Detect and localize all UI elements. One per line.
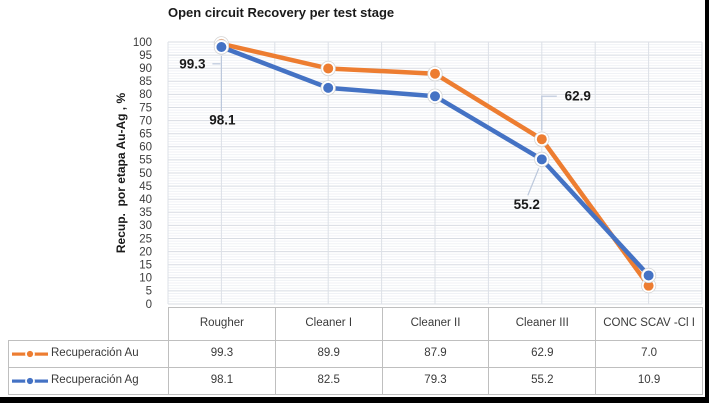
- y-tick-label: 0: [146, 299, 152, 311]
- data-label: 99.3: [179, 56, 206, 71]
- table-header-cell: Rougher: [168, 307, 276, 341]
- y-tick-label: 80: [139, 89, 152, 101]
- table-value-cell: 98.1: [168, 367, 276, 395]
- y-tick-label: 65: [139, 129, 152, 141]
- y-tick-label: 95: [139, 50, 152, 62]
- y-tick-label: 35: [139, 207, 152, 219]
- table-value-cell: 87.9: [381, 340, 490, 368]
- data-point-marker-au: [536, 134, 547, 145]
- table-header-cell: Cleaner II: [381, 307, 490, 341]
- data-point-marker-au: [643, 280, 654, 291]
- callout-leader-line: [541, 95, 557, 131]
- y-tick-label: 25: [139, 233, 152, 245]
- y-tick-label: 5: [146, 286, 152, 298]
- legend-series-name: Recuperación Au: [51, 347, 139, 360]
- data-label: 55.2: [514, 197, 540, 212]
- table-header-cell: CONC SCAV -Cl I: [595, 307, 703, 341]
- callout-leader-line: [527, 168, 540, 196]
- y-tick-label: 75: [139, 102, 152, 114]
- data-point-marker-au: [323, 63, 334, 74]
- table-value-cell: 82.5: [274, 367, 383, 395]
- y-tick-label: 40: [139, 194, 152, 206]
- y-tick-label: 55: [139, 155, 152, 167]
- chart-title: Open circuit Recovery per test stage: [168, 5, 395, 20]
- y-tick-label: 15: [139, 260, 152, 272]
- y-tick-label: 100: [133, 37, 152, 49]
- table-header-cell: Cleaner III: [488, 307, 597, 341]
- table-value-cell: 89.9: [274, 340, 383, 368]
- table-value-cell: 99.3: [168, 340, 276, 368]
- legend-series-name: Recuperación Ag: [51, 374, 139, 387]
- table-value-cell: 79.3: [381, 367, 490, 395]
- legend-key-icon: [12, 376, 48, 386]
- legend-cell: Recuperación Au: [8, 340, 169, 368]
- table-value-cell: 7.0: [595, 340, 703, 368]
- data-label: 98.1: [209, 112, 236, 127]
- data-point-marker-ag: [216, 41, 227, 52]
- legend-key-icon: [12, 349, 48, 359]
- data-point-marker-ag: [323, 82, 334, 93]
- data-point-marker-au: [430, 68, 440, 79]
- window-bottom-border: [0, 397, 709, 403]
- y-tick-label: 70: [139, 115, 152, 127]
- y-tick-label: 30: [139, 220, 152, 232]
- y-tick-label: 85: [139, 76, 152, 88]
- table-value-cell: 62.9: [488, 340, 597, 368]
- table-value-cell: 10.9: [595, 367, 703, 395]
- table-value-cell: 55.2: [488, 367, 597, 395]
- legend-cell: Recuperación Ag: [8, 367, 169, 395]
- y-tick-label: 50: [139, 168, 152, 180]
- y-tick-label: 60: [139, 142, 152, 154]
- y-tick-label: 90: [139, 63, 152, 75]
- table-header-cell: Cleaner I: [274, 307, 383, 341]
- data-point-marker-ag: [536, 154, 547, 165]
- window-right-border: [705, 0, 709, 403]
- data-label: 62.9: [565, 89, 591, 104]
- y-tick-label: 45: [139, 181, 152, 193]
- data-point-marker-ag: [643, 270, 654, 281]
- y-tick-label: 10: [139, 273, 152, 285]
- y-tick-label: 20: [139, 246, 152, 258]
- data-point-marker-ag: [430, 91, 440, 102]
